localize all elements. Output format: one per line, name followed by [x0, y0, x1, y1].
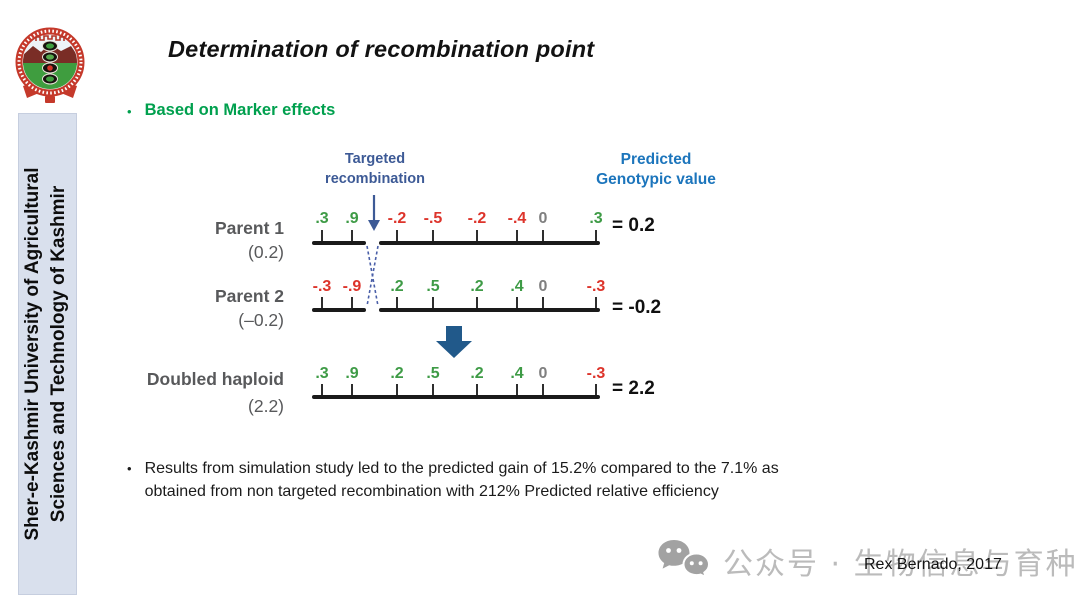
institution-sidebar: Sher-e-Kashmir University of Agricultura… [18, 113, 77, 595]
marker-value: -.2 [387, 210, 407, 227]
marker-value: .5 [426, 365, 440, 382]
chromosome-line [312, 395, 600, 399]
marker-tick [516, 230, 518, 241]
marker-tick [321, 230, 323, 241]
marker-value: -.2 [467, 210, 487, 227]
marker-tick [321, 297, 323, 308]
logo-column [42, 40, 58, 85]
marker-tick [432, 297, 434, 308]
marker-tick [542, 297, 544, 308]
chromosome-line [379, 308, 600, 312]
row-paren-label: (–0.2) [238, 310, 284, 330]
marker-tick [595, 384, 597, 395]
marker-tick [351, 384, 353, 395]
chromosome-line [379, 241, 600, 245]
predicted-genotypic-label: Predicted Genotypic value [596, 151, 716, 189]
logo-fort-icon [35, 35, 65, 41]
marker-value: -.3 [312, 278, 332, 295]
genotypic-value: = 2.2 [612, 378, 655, 399]
marker-value: .2 [470, 278, 484, 295]
marker-tick [396, 230, 398, 241]
marker-value: -.5 [423, 210, 443, 227]
marker-value: 0 [538, 365, 548, 382]
genotypic-value: = 0.2 [612, 215, 655, 236]
marker-value: -.3 [586, 278, 606, 295]
marker-value: 0 [538, 210, 548, 227]
marker-value: .3 [315, 210, 329, 227]
genotypic-value: = -0.2 [612, 297, 662, 318]
targeted-recombination-label: Targeted recombination [325, 151, 425, 187]
row-name-label: Parent 2 [214, 286, 284, 306]
marker-tick [396, 297, 398, 308]
marker-value: .4 [510, 365, 524, 382]
section-bullet-label: Based on Marker effects [144, 101, 336, 119]
marker-value: .5 [426, 278, 440, 295]
marker-value: 0 [538, 278, 548, 295]
marker-value: .4 [510, 278, 524, 295]
marker-value: .9 [345, 210, 359, 227]
bullet-dot: • [127, 461, 132, 476]
marker-tick [476, 384, 478, 395]
marker-value: .2 [470, 365, 484, 382]
marker-value: -.4 [507, 210, 527, 227]
row-name-label: Parent 1 [214, 218, 284, 238]
marker-tick [476, 230, 478, 241]
marker-tick [516, 297, 518, 308]
marker-tick [432, 230, 434, 241]
marker-tick [476, 297, 478, 308]
row-paren-label: (2.2) [248, 396, 284, 416]
marker-value: .3 [589, 210, 603, 227]
page-title: Determination of recombination point [168, 36, 595, 62]
bullet-dot: • [127, 104, 132, 119]
marker-tick [351, 297, 353, 308]
marker-tick [542, 230, 544, 241]
marker-value: .9 [345, 365, 359, 382]
section-bullet: • Based on Marker effects [127, 101, 335, 120]
chromosome-line [312, 241, 366, 245]
results-text: Results from simulation study led to the… [144, 460, 779, 500]
marker-value: -.9 [342, 278, 362, 295]
marker-value: .3 [315, 365, 329, 382]
row-paren-label: (0.2) [248, 242, 284, 262]
wechat-icon [658, 540, 711, 579]
citation: Rex Bernado, 2017 [864, 556, 1002, 573]
watermark-text: 公众号 · 生物信息与育种 [723, 547, 1078, 582]
marker-tick [432, 384, 434, 395]
row-name-label: Doubled haploid [146, 369, 284, 389]
marker-tick [516, 384, 518, 395]
university-logo [15, 27, 85, 103]
marker-tick [542, 384, 544, 395]
marker-value: .2 [390, 365, 404, 382]
watermark: 公众号 · 生物信息与育种 [657, 538, 1078, 584]
marker-value: .2 [390, 278, 404, 295]
marker-value: -.3 [586, 365, 606, 382]
marker-tick [595, 230, 597, 241]
chromosome-line [312, 308, 366, 312]
marker-tick [595, 297, 597, 308]
marker-tick [396, 384, 398, 395]
results-bullet: • Results from simulation study led to t… [127, 457, 900, 503]
marker-tick [351, 230, 353, 241]
marker-tick [321, 384, 323, 395]
